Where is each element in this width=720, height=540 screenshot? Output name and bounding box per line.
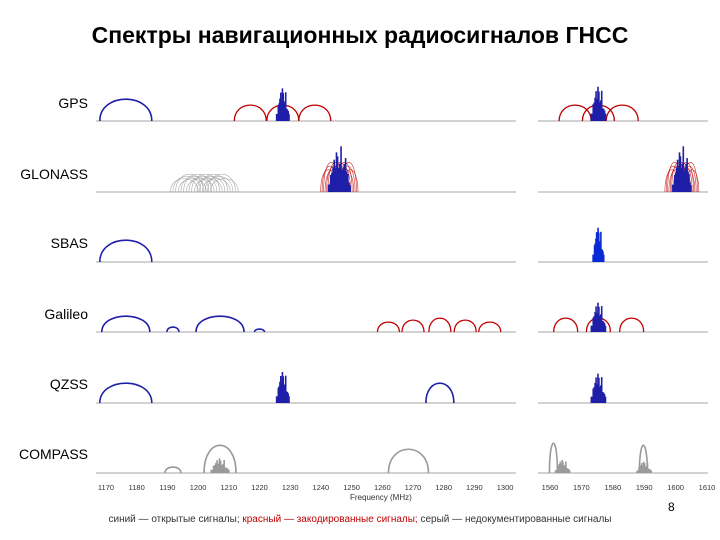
galileo-e1-coded-signal-2 <box>618 317 645 333</box>
gps-l2-coded-signal-2 <box>298 104 332 122</box>
system-label-gps: GPS <box>58 95 88 111</box>
x-tick-label: 1580 <box>604 483 621 492</box>
x-tick-label: 1570 <box>573 483 590 492</box>
system-label-qzss: QZSS <box>49 376 88 392</box>
qzss-l1-open-signal <box>590 373 607 403</box>
gps-l1-coded-signal-2 <box>605 104 639 122</box>
x-tick-label: 1250 <box>343 483 360 492</box>
x-tick-label: 1260 <box>374 483 391 492</box>
gps-l1-open-signal <box>590 86 607 121</box>
galileo-e6-coded-signal-0 <box>376 321 401 333</box>
page-number: 8 <box>668 500 675 514</box>
system-label-sbas: SBAS <box>50 235 88 251</box>
galileo-e1-coded-signal-0 <box>553 317 579 333</box>
legend-undocumented: серый — недокументированные сигналы <box>420 514 612 525</box>
x-tick-label: 1230 <box>282 483 299 492</box>
x-tick-label: 1210 <box>220 483 237 492</box>
qzss-l2c-open-signal <box>275 372 290 403</box>
galileo-e5a-open-signal <box>101 315 151 333</box>
compass-b2-comb <box>210 458 230 473</box>
gps-l5-open-signal <box>99 98 153 122</box>
galileo-e1-open-signal <box>590 302 607 332</box>
x-tick-label: 1600 <box>667 483 684 492</box>
x-tick-label: 1300 <box>497 483 514 492</box>
gps-l2c-open-signal <box>275 88 290 121</box>
galileo-e5-side-lobe <box>253 328 266 333</box>
galileo-e6-coded-signal-2 <box>428 317 452 333</box>
galileo-e6-coded-signal-1 <box>401 319 425 333</box>
system-label-compass: COMPASS <box>19 446 88 462</box>
sbas-l1-open-signal <box>592 227 605 262</box>
gps-l2-coded-signal-0 <box>233 104 267 122</box>
x-tick-label: 1190 <box>159 483 175 492</box>
sbas-l5-open-signal <box>99 239 153 263</box>
x-axis-label: Frequency (MHz) <box>350 493 412 502</box>
legend-open: синий — открытые сигналы; <box>108 514 240 525</box>
x-tick-label: 1220 <box>251 483 268 492</box>
galileo-e6-coded-signal-4 <box>478 321 502 333</box>
x-tick-label: 1590 <box>636 483 653 492</box>
x-tick-label: 1200 <box>190 483 207 492</box>
compass-b1-undocumented-signal <box>548 442 559 474</box>
legend: синий — открытые сигналы; красный — зако… <box>0 514 720 525</box>
compass-b1-2-comb <box>636 461 653 473</box>
compass-b2-undocumented-signal <box>203 444 237 474</box>
gps-l1-coded-signal-0 <box>558 104 592 122</box>
x-tick-label: 1280 <box>435 483 452 492</box>
x-tick-label: 1170 <box>98 483 114 492</box>
qzss-l5-open-signal <box>99 382 153 404</box>
glonass-l1-open-signal <box>672 146 692 192</box>
compass-b3-undocumented-signal <box>387 448 430 474</box>
glonass-l3-undocumented-signal <box>169 174 239 193</box>
x-tick-label: 1270 <box>405 483 422 492</box>
x-tick-label: 1240 <box>313 483 330 492</box>
compass-b1-comb <box>554 459 571 473</box>
x-tick-label: 1560 <box>542 483 559 492</box>
qzss-lex-open-signal <box>425 382 455 404</box>
galileo-e5b-open-signal <box>195 315 245 333</box>
compass-b2-side-lobe <box>164 466 182 474</box>
galileo-e5-center-lobe <box>166 326 180 333</box>
galileo-e6-coded-signal-3 <box>453 319 477 333</box>
glonass-l2-open-signal <box>327 146 351 192</box>
slide-title: Спектры навигационных радиосигналов ГНСС <box>91 22 629 48</box>
system-label-glonass: GLONASS <box>20 166 88 182</box>
x-tick-label: 1180 <box>129 483 145 492</box>
x-tick-label: 1610 <box>699 483 716 492</box>
x-tick-label: 1290 <box>466 483 483 492</box>
legend-coded: красный — закодированные сигналы; <box>242 514 418 525</box>
system-label-galileo: Galileo <box>44 306 88 322</box>
